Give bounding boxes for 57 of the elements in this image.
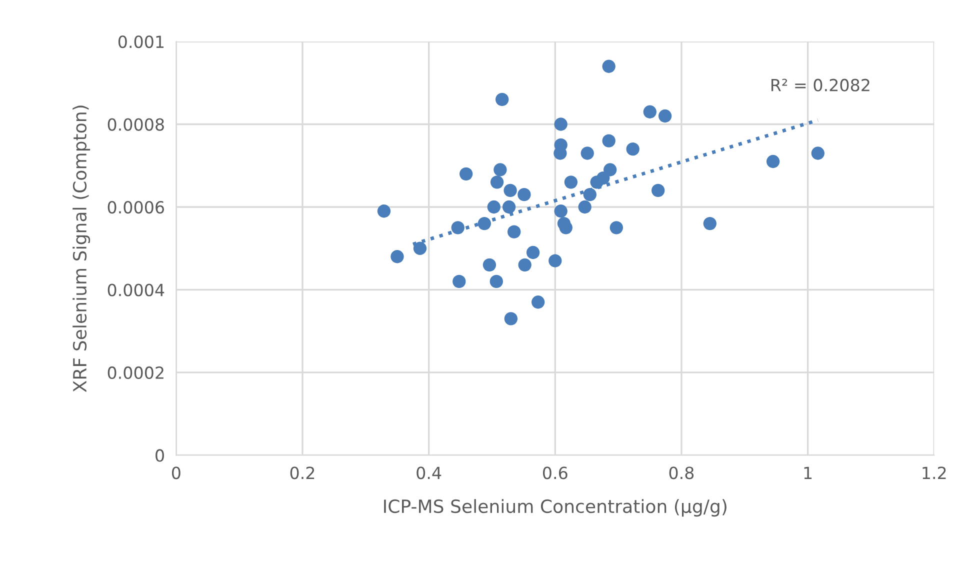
point: [496, 92, 509, 106]
point: [583, 188, 596, 202]
x-tick-label: 0.8: [669, 466, 694, 480]
point: [596, 171, 610, 185]
point: [504, 184, 517, 198]
point: [604, 163, 617, 176]
point: [610, 221, 624, 234]
point: [502, 200, 516, 214]
x-tick-label: 0.4: [416, 466, 442, 480]
point: [494, 163, 507, 176]
y-tick-label: 0.0004: [108, 284, 164, 296]
point: [478, 216, 491, 230]
y-tick-label: 0.0008: [108, 118, 164, 131]
point: [578, 200, 592, 214]
point: [564, 176, 578, 189]
point: [626, 142, 640, 156]
point: [504, 312, 518, 326]
point: [532, 296, 545, 309]
y-tick-label: 0: [156, 449, 164, 462]
point: [390, 250, 404, 264]
point: [602, 134, 616, 148]
point: [580, 146, 594, 160]
point: [554, 204, 568, 218]
point: [490, 176, 504, 189]
point: [518, 258, 532, 272]
y-tick-label: 0.0002: [108, 366, 164, 380]
x-tick-label: 0.6: [542, 466, 568, 480]
point: [487, 200, 500, 214]
point: [490, 274, 503, 288]
x-tick-label: 1: [804, 466, 812, 479]
point: [811, 146, 824, 160]
point: [482, 258, 496, 272]
annotation: R² = 0.2082: [771, 78, 870, 92]
point: [451, 221, 464, 234]
point: [413, 242, 427, 255]
x-tick-label: 0.2: [290, 466, 314, 480]
y-axis-title: XRF Selenium Signal (Compton): [72, 106, 90, 392]
point: [548, 254, 562, 268]
point: [658, 109, 672, 123]
x-tick-label: 1.2: [922, 466, 946, 479]
point: [766, 154, 780, 168]
point: [652, 184, 665, 198]
x-tick-label: 0: [172, 466, 180, 480]
point: [643, 105, 656, 118]
point: [460, 167, 473, 180]
point: [559, 221, 572, 234]
point: [452, 274, 466, 288]
x-axis-title: ICP-MS Selenium Concentration (µg/g): [384, 499, 726, 517]
point: [518, 188, 531, 202]
y-tick-label: 0.0006: [108, 200, 164, 214]
point: [526, 246, 540, 260]
point: [508, 225, 521, 238]
y-tick-label: 0.001: [118, 36, 164, 48]
point: [703, 216, 716, 230]
point: [554, 118, 568, 131]
point: [602, 60, 616, 73]
point: [377, 204, 391, 218]
